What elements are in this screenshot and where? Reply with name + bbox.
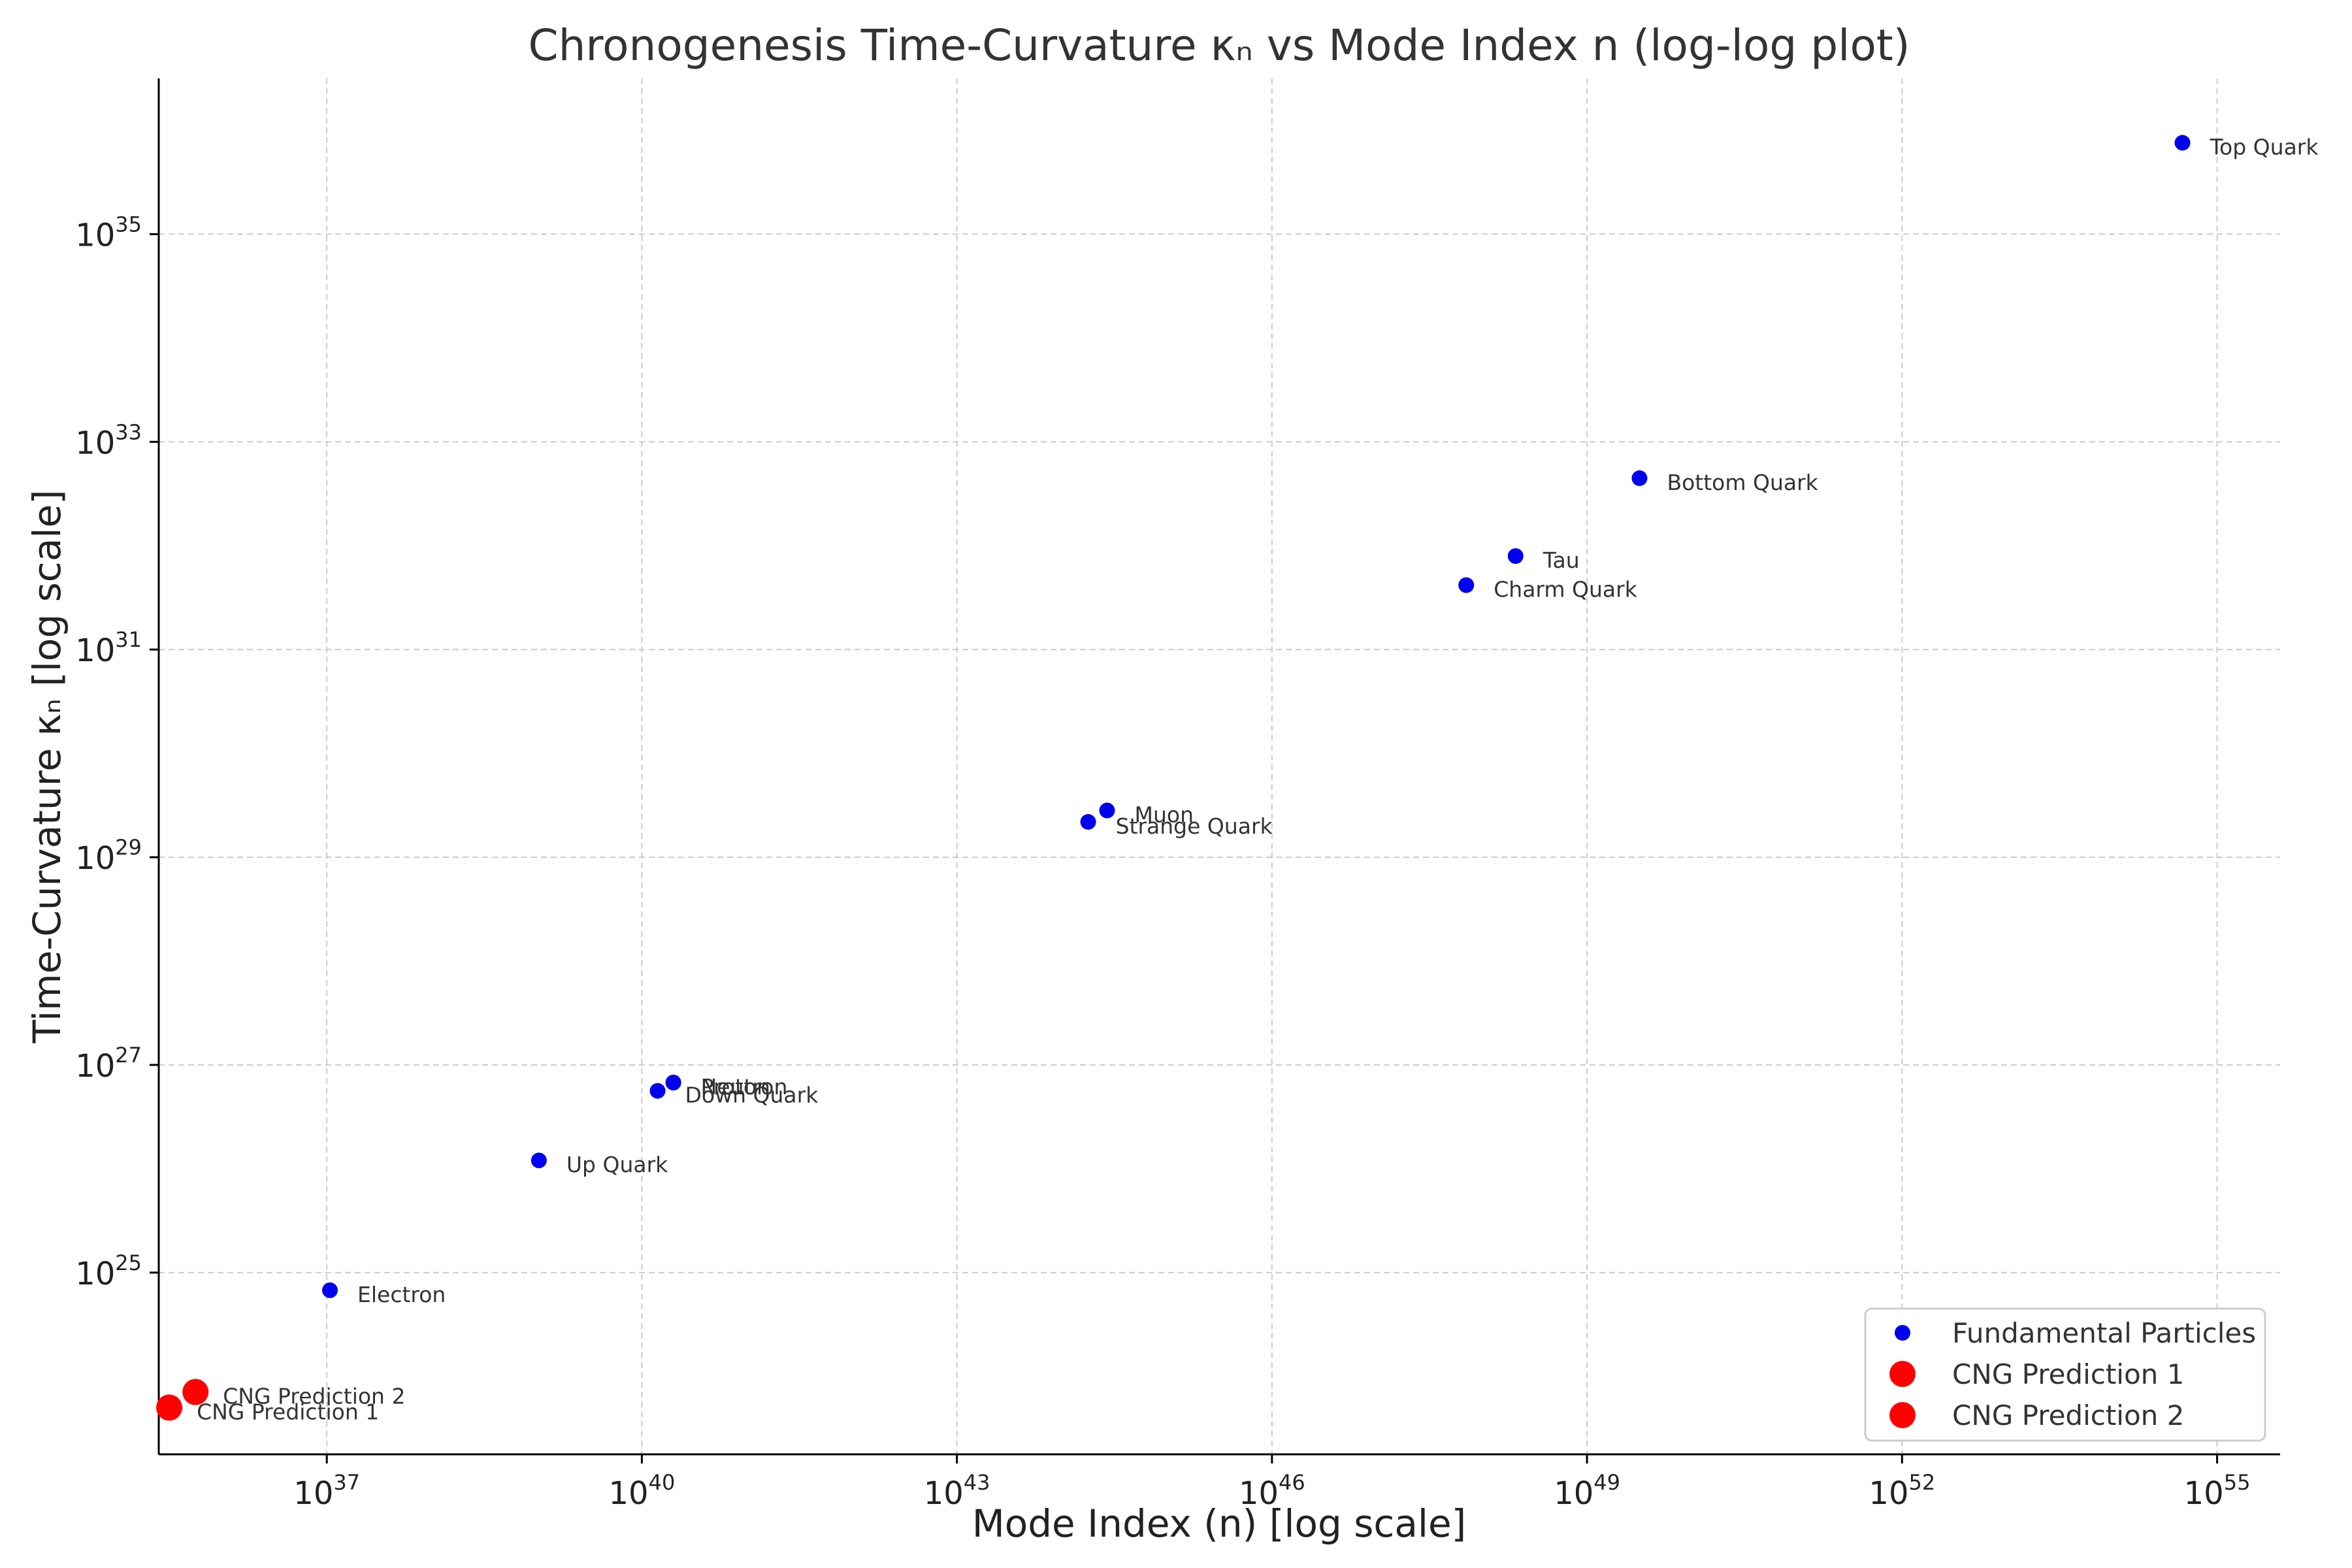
data-points bbox=[156, 135, 2191, 1421]
point-tau bbox=[1507, 548, 1524, 564]
point-electron bbox=[322, 1282, 338, 1298]
y-tick-label: 1031 bbox=[75, 627, 142, 669]
point-top-quark bbox=[2174, 135, 2191, 151]
point-label-cng-prediction-2: CNG Prediction 2 bbox=[223, 1384, 405, 1409]
point-muon bbox=[1099, 802, 1115, 819]
x-tick-label: 1049 bbox=[1554, 1470, 1620, 1512]
y-ticks: 1025 1027 1029 1031 1033 1035 bbox=[75, 212, 159, 1292]
y-axis-label: Time-Curvature κₙ [log scale] bbox=[25, 489, 69, 1043]
y-tick-label: 1025 bbox=[75, 1250, 142, 1292]
legend-marker-cng-prediction-1 bbox=[1889, 1361, 1916, 1387]
x-tick-label: 1052 bbox=[1869, 1470, 1935, 1512]
legend-label-cng-prediction-2: CNG Prediction 2 bbox=[1952, 1399, 2184, 1431]
point-label-muon: Muon bbox=[1135, 802, 1194, 828]
point-label-tau: Tau bbox=[1543, 547, 1580, 573]
point-label-strange-quark: Strange Quark bbox=[1116, 813, 1273, 839]
legend-label-cng-prediction-1: CNG Prediction 1 bbox=[1952, 1358, 2184, 1390]
point-cng-prediction-2 bbox=[182, 1379, 209, 1405]
point-label-charm-quark: Charm Quark bbox=[1494, 577, 1637, 602]
legend: Fundamental Particles CNG Prediction 1 CNG… bbox=[1864, 1307, 2266, 1442]
legend-marker-fundamental-particles bbox=[1895, 1325, 1910, 1341]
point-label-cng-prediction-1: CNG Prediction 1 bbox=[197, 1399, 379, 1424]
y-tick-label: 1033 bbox=[75, 419, 142, 461]
point-label-top-quark: Top Quark bbox=[2210, 135, 2319, 160]
x-tick-label: 1037 bbox=[293, 1470, 360, 1512]
point-up-quark bbox=[531, 1152, 547, 1169]
point-strange-quark bbox=[1080, 814, 1096, 830]
point-charm-quark bbox=[1458, 577, 1475, 593]
chart-title: Chronogenesis Time-Curvature κₙ vs Mode … bbox=[529, 20, 1910, 71]
grid bbox=[159, 78, 2280, 1454]
x-axis-label: Mode Index (n) [log scale] bbox=[972, 1501, 1467, 1546]
legend-box bbox=[1864, 1307, 2266, 1442]
legend-marker-cng-prediction-2 bbox=[1889, 1402, 1916, 1428]
x-tick-label: 1040 bbox=[609, 1470, 676, 1512]
y-tick-label: 1027 bbox=[75, 1043, 142, 1085]
point-label-down-quark: Down Quark bbox=[685, 1083, 819, 1108]
x-tick-label: 1043 bbox=[924, 1470, 990, 1512]
point-neutron bbox=[665, 1074, 681, 1090]
point-label-bottom-quark: Bottom Quark bbox=[1667, 470, 1818, 495]
x-tick-label: 1055 bbox=[2184, 1470, 2251, 1512]
point-down-quark bbox=[649, 1083, 666, 1099]
point-label-up-quark: Up Quark bbox=[566, 1152, 668, 1177]
point-bottom-quark bbox=[1631, 470, 1648, 486]
legend-label-fundamental-particles: Fundamental Particles bbox=[1952, 1317, 2256, 1349]
y-tick-label: 1029 bbox=[75, 835, 142, 877]
point-cng-prediction-1 bbox=[156, 1394, 183, 1421]
x-tick-label: 1046 bbox=[1239, 1470, 1305, 1512]
y-tick-label: 1035 bbox=[75, 212, 142, 253]
point-label-electron: Electron bbox=[357, 1282, 446, 1307]
axes bbox=[157, 78, 2280, 1456]
point-label-neutron: Neutron bbox=[701, 1074, 788, 1100]
x-ticks: 1037 1040 1043 1046 1049 1052 1055 bbox=[293, 1454, 2250, 1512]
point-label-proton: Proton bbox=[701, 1074, 770, 1100]
